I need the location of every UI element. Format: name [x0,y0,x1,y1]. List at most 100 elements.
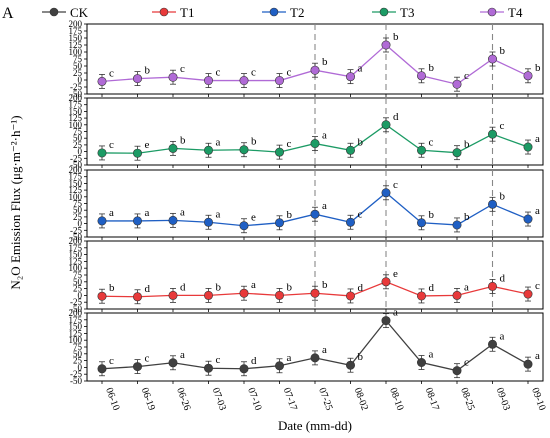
data-point [274,218,284,228]
y-tick-label: 150 [69,178,83,188]
legend-label-t1: T1 [180,5,194,20]
legend-label-ck: CK [70,5,89,20]
data-point [345,217,355,227]
significance-letter: b [500,190,506,202]
data-point [133,362,143,372]
data-point [452,290,462,300]
significance-letter: b [464,139,470,151]
y-tick-label: 200 [69,165,83,175]
y-tick-label: -25 [70,369,82,379]
significance-letter: a [251,279,256,291]
significance-letter: e [251,212,256,224]
data-point [133,148,143,158]
data-point [416,358,426,368]
y-tick-label: 75 [73,127,83,137]
y-tick-label: 175 [69,26,83,36]
significance-letter: c [216,67,221,79]
y-tick-label: 50 [73,277,83,287]
y-tick-label: 25 [73,284,83,294]
y-tick-label: 200 [69,93,83,103]
data-point [168,72,178,82]
data-point [487,339,497,349]
significance-letter: c [109,355,114,367]
significance-letter: a [145,207,150,219]
y-tick-label: 175 [69,172,83,182]
y-tick-label: 50 [73,349,83,359]
y-tick-label: 175 [69,315,83,325]
data-point [381,40,391,50]
significance-letter: b [464,211,470,223]
y-tick-label: 175 [69,100,83,110]
x-tick-label: 08-17 [423,386,441,412]
significance-letter: b [145,65,151,77]
data-point [204,363,214,373]
data-point [239,364,249,374]
data-point [133,74,143,84]
significance-letter: a [429,349,434,361]
significance-letter: c [145,353,150,365]
data-point [523,214,533,224]
y-tick-label: 25 [73,140,83,150]
y-tick-label: 100 [69,120,83,130]
data-point [168,290,178,300]
data-point [204,217,214,227]
legend: CK T1 T2 T3 T4 [42,5,523,20]
significance-letter: d [429,282,435,294]
y-tick-label: 150 [69,250,83,260]
significance-letter: c [464,357,469,369]
significance-letter: b [287,281,293,293]
data-point [133,292,143,302]
y-tick-label: 0 [78,362,83,372]
data-point [523,71,533,81]
data-point [345,145,355,155]
data-point [416,218,426,228]
legend-label-t3: T3 [400,5,414,20]
y-tick-label: 200 [69,236,83,246]
y-tick-label: 125 [69,256,83,266]
legend-label-t2: T2 [290,5,304,20]
data-point [274,76,284,86]
significance-letter: c [500,120,505,132]
x-tick-label: 09-03 [494,386,512,412]
data-point [97,291,107,301]
x-tick-label: 07-25 [316,386,334,412]
data-point [168,215,178,225]
significance-letter: e [393,268,398,280]
data-point [97,216,107,226]
significance-letter: a [216,136,221,148]
data-point [345,291,355,301]
data-point [239,288,249,298]
data-point [416,291,426,301]
significance-letter: d [500,272,506,284]
y-tick-label: 75 [73,270,83,280]
significance-letter: b [216,281,222,293]
data-point [487,129,497,139]
significance-letter: c [180,63,185,75]
data-point [381,188,391,198]
significance-letter: c [464,70,469,82]
y-tick-label: 0 [78,290,83,300]
x-tick-label: 06-19 [139,386,157,412]
significance-letter: c [358,208,363,220]
data-point [310,209,320,219]
x-tick-label: 07-10 [245,386,263,412]
y-tick-label: 125 [69,328,83,338]
data-point [239,221,249,231]
data-point [381,316,391,326]
significance-letter: c [429,136,434,148]
significance-letter: b [322,279,328,291]
significance-letter: a [322,344,327,356]
y-tick-label: -50 [70,160,82,170]
y-axis-label: N₂O Emission Flux (μg·m⁻²·h⁻¹) [8,115,23,289]
significance-letter: b [429,209,435,221]
panel-frame [86,312,544,382]
data-point [523,359,533,369]
significance-letter: c [109,67,114,79]
x-axis: 06-10 06-19 06-26 07-03 07-10 07-17 07-25 08-02… [103,386,547,412]
significance-letter: b [109,282,115,294]
y-tick-label: -50 [70,89,82,99]
significance-letter: d [358,282,364,294]
